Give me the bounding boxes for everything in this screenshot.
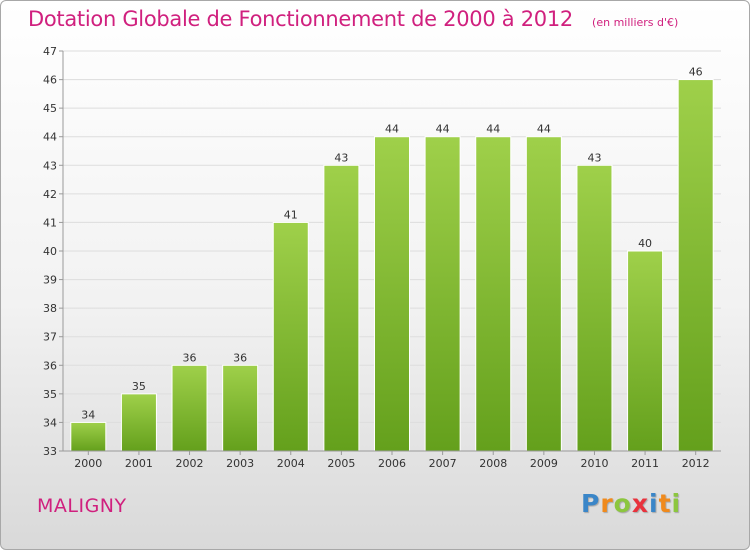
bar-2006 xyxy=(374,136,410,452)
bar-2009 xyxy=(525,136,562,452)
logo-letter: P xyxy=(581,489,601,518)
logo-letter: o xyxy=(613,489,632,518)
x-tick-label-2006: 2006 xyxy=(378,457,406,470)
x-tick-label-2012: 2012 xyxy=(682,457,710,470)
bar-2010 xyxy=(576,164,613,452)
chart-unit: (en milliers d'€) xyxy=(592,16,679,29)
bar-2003 xyxy=(222,364,259,452)
bar-2012 xyxy=(677,79,714,452)
data-label-2008: 44 xyxy=(486,123,500,136)
y-tick-label: 38 xyxy=(43,302,57,315)
proxiti-logo: Proxiti xyxy=(581,489,681,518)
x-tick-label-2003: 2003 xyxy=(226,457,254,470)
y-tick-label: 35 xyxy=(43,388,57,401)
data-label-2010: 43 xyxy=(587,151,601,164)
chart-title: Dotation Globale de Fonctionnement de 20… xyxy=(28,7,573,31)
x-tick-label-2002: 2002 xyxy=(176,457,204,470)
data-label-2009: 44 xyxy=(537,123,551,136)
y-tick-label: 39 xyxy=(43,274,57,287)
data-label-2012: 46 xyxy=(689,66,703,79)
y-tick-label: 46 xyxy=(43,74,57,87)
bar-2008 xyxy=(475,136,512,452)
logo-letter: i xyxy=(649,489,659,518)
y-tick-label: 41 xyxy=(43,216,57,229)
x-tick-label-2005: 2005 xyxy=(327,457,355,470)
bar-2004 xyxy=(272,221,309,452)
data-label-2006: 44 xyxy=(385,123,399,136)
y-tick-label: 44 xyxy=(43,131,57,144)
data-label-2003: 36 xyxy=(233,351,247,364)
axes xyxy=(59,50,721,455)
y-tick-label: 42 xyxy=(43,188,57,201)
y-tick-label: 45 xyxy=(43,102,57,115)
bars xyxy=(70,79,714,452)
data-label-2004: 41 xyxy=(284,208,298,221)
y-tick-label: 33 xyxy=(43,445,57,458)
x-tick-label-2000: 2000 xyxy=(74,457,102,470)
y-tick-label: 40 xyxy=(43,245,57,258)
x-tick-label-2011: 2011 xyxy=(631,457,659,470)
logo-letter: x xyxy=(631,489,649,518)
y-tick-label: 47 xyxy=(43,45,57,58)
y-tick-label: 36 xyxy=(43,359,57,372)
bar-2001 xyxy=(120,393,157,452)
data-label-2007: 44 xyxy=(436,123,450,136)
x-tick-label-2007: 2007 xyxy=(429,457,457,470)
bar-2005 xyxy=(323,164,360,452)
logo-letter: i xyxy=(671,489,682,518)
x-tick-label-2009: 2009 xyxy=(530,457,558,470)
bar-2011 xyxy=(627,250,664,452)
data-label-2005: 43 xyxy=(334,151,348,164)
y-tick-label: 43 xyxy=(43,159,57,172)
x-tick-label-2004: 2004 xyxy=(277,457,305,470)
title-block: Dotation Globale de Fonctionnement de 20… xyxy=(28,7,678,31)
x-tick-label-2008: 2008 xyxy=(479,457,507,470)
y-tick-label: 37 xyxy=(43,331,57,344)
data-label-2011: 40 xyxy=(638,237,652,250)
bar-2002 xyxy=(171,364,208,452)
bar-2007 xyxy=(424,136,461,452)
logo-letter: r xyxy=(600,489,614,518)
logo-letter: t xyxy=(658,489,672,518)
y-tick-label: 34 xyxy=(43,416,57,429)
data-label-2000: 34 xyxy=(81,408,95,421)
data-label-2002: 36 xyxy=(183,351,197,364)
labels: 33 34 35 36 37 38 39 40 41 42 43 44 45 46 47 34 2000 35 20… xyxy=(43,45,710,470)
x-tick-label-2001: 2001 xyxy=(125,457,153,470)
data-label-2001: 35 xyxy=(132,380,146,393)
x-tick-label-2010: 2010 xyxy=(580,457,608,470)
commune-name: MALIGNY xyxy=(37,495,127,517)
bar-2000 xyxy=(70,421,107,452)
